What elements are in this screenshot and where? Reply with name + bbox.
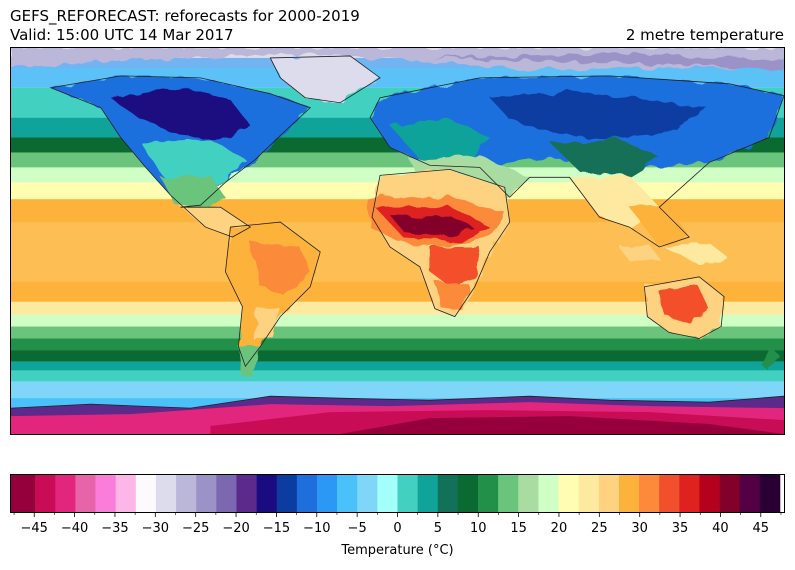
colorbar-bin: [377, 475, 398, 512]
colorbar-tick-label: −30: [142, 521, 169, 536]
colorbar-tick-label: 5: [434, 521, 442, 536]
south-america-region: [225, 222, 321, 377]
australia-region: [644, 276, 780, 372]
colorbar-bin: [11, 475, 36, 512]
colorbar-bin: [115, 475, 137, 512]
maritime-continent-region: [619, 242, 730, 265]
antarctica-region: [11, 396, 784, 434]
colorbar-bin: [276, 475, 298, 512]
coastlines: [11, 55, 784, 409]
colorbar-bin: [598, 475, 620, 512]
colorbar-bin: [417, 475, 439, 512]
colorbar-tick-label: 35: [672, 521, 689, 536]
colorbar-bin: [236, 475, 257, 512]
colorbar-bin: [659, 475, 680, 512]
colorbar-bin: [357, 475, 378, 512]
chart-title: GEFS_REFORECAST: reforecasts for 2000-20…: [10, 7, 360, 25]
variable-name-label: 2 metre temperature: [625, 26, 784, 44]
colorbar-bin: [518, 475, 539, 512]
colorbar-tick-label: −25: [182, 521, 209, 536]
colorbar-bin: [337, 475, 358, 512]
colorbar-tick-label: 25: [591, 521, 608, 536]
colorbar-bin: [558, 475, 579, 512]
colorbar-bin: [196, 475, 217, 512]
colorbar-bin: [397, 475, 418, 512]
colorbar-bin: [478, 475, 499, 512]
colorbar-bin: [498, 475, 519, 512]
colorbar-bin: [719, 475, 741, 512]
colorbar-bin: [135, 475, 157, 512]
colorbar-tick-label: −35: [101, 521, 128, 536]
colorbar-bin: [437, 475, 459, 512]
colorbar-tick-label: −10: [303, 521, 330, 536]
colorbar-tick-label: −40: [61, 521, 88, 536]
africa-region: [365, 169, 510, 317]
colorbar-bin: [457, 475, 479, 512]
temperature-map: [10, 47, 785, 435]
temperature-map-svg: [11, 48, 784, 434]
colorbar-tick-labels: −45 −40 −35 −30 −25 −20 −15 −10 −5 0 5 10 15 20 25 30 35…: [13, 512, 782, 536]
colorbar-bin: [618, 475, 640, 512]
colorbar-bin: [759, 475, 781, 512]
colorbar-bin: [176, 475, 197, 512]
valid-time-label: Valid: 15:00 UTC 14 Mar 2017: [10, 26, 234, 44]
colorbar-tick-label: 10: [470, 521, 487, 536]
north-america-region: [50, 75, 311, 238]
colorbar-bin: [699, 475, 720, 512]
colorbar-tick-label: 15: [510, 521, 527, 536]
colorbar-bin: [256, 475, 278, 512]
colorbar-label: Temperature (°C): [341, 543, 454, 558]
colorbar-bin: [75, 475, 96, 512]
colorbar-bin: [296, 475, 318, 512]
colorbar-tick-label: 30: [631, 521, 648, 536]
colorbar-tick-label: −20: [222, 521, 249, 536]
colorbar-bin: [155, 475, 177, 512]
colorbar-bin: [95, 475, 116, 512]
colorbar-bin: [216, 475, 237, 512]
colorbar-ticks: −45 −40 −35 −30 −25 −20 −15 −10 −5 0 5 10 15 20 25 30 35…: [10, 512, 785, 540]
colorbar-bins: [11, 475, 781, 512]
colorbar-tick-label: 0: [393, 521, 401, 536]
colorbar-tick-label: −45: [21, 521, 48, 536]
colorbar-tick-label: 20: [551, 521, 568, 536]
colorbar-bin: [316, 475, 338, 512]
temperature-colorbar: [10, 474, 785, 513]
colorbar-bin: [679, 475, 700, 512]
colorbar-tick-label: −5: [348, 521, 367, 536]
colorbar-tick-label: −15: [263, 521, 290, 536]
colorbar-tick-label: 40: [712, 521, 729, 536]
colorbar-tick-label: 45: [753, 521, 770, 536]
colorbar-bin: [35, 475, 56, 512]
colorbar-bin: [55, 475, 76, 512]
colorbar-bin: [639, 475, 660, 512]
colorbar-bin: [538, 475, 559, 512]
arctic-region: [11, 48, 784, 103]
colorbar-bin: [578, 475, 600, 512]
colorbar-bin: [739, 475, 761, 512]
